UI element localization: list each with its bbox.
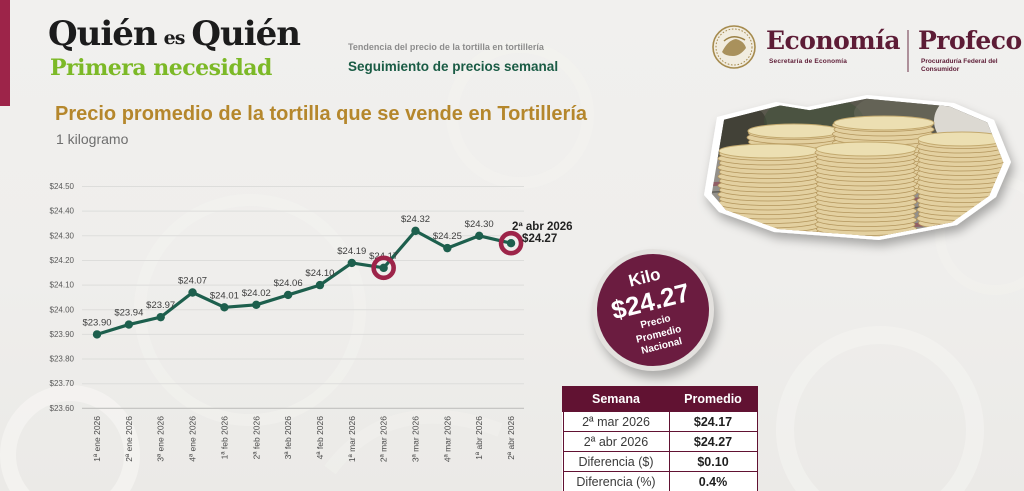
comparison-table: Semana Promedio 2ª mar 2026 $24.17 2ª abr … xyxy=(562,386,758,491)
brand-logo: Quién es Quién xyxy=(48,14,301,54)
economia-wordmark: Economía xyxy=(766,26,900,55)
table-cell-label: Diferencia ($) xyxy=(562,451,670,472)
data-point xyxy=(283,290,293,300)
economia-subtext: Secretaría de Economía xyxy=(769,58,848,65)
point-label: $24.01 xyxy=(210,290,239,301)
y-tick-label: $24.40 xyxy=(50,207,75,216)
y-tick-label: $24.10 xyxy=(50,281,75,290)
chart-unit-label: 1 kilogramo xyxy=(56,131,129,147)
data-point xyxy=(92,330,102,339)
data-point xyxy=(124,320,134,329)
tortilla-stack-top xyxy=(747,123,841,139)
x-tick-label: 2ª abr 2026 xyxy=(506,416,516,460)
table-cell-label: 2ª abr 2026 xyxy=(562,431,670,452)
brand-subtitle: Primera necesidad xyxy=(50,55,272,81)
table-cell-value: $24.17 xyxy=(668,410,758,432)
end-annotation-price: $24.27 xyxy=(522,233,557,245)
highlight-ring xyxy=(498,230,524,256)
x-tick-label: 1ª ene 2026 xyxy=(92,416,102,462)
point-label: $23.94 xyxy=(114,308,143,319)
profeco-subtext: Procuraduría Federal del Consumidor xyxy=(921,58,998,73)
tagline-small: Tendencia del precio de la tortilla en t… xyxy=(348,42,544,52)
table-cell-label: Diferencia (%) xyxy=(562,471,670,491)
y-tick-label: $23.80 xyxy=(50,355,75,364)
y-tick-label: $24.50 xyxy=(50,182,75,191)
y-tick-label: $23.90 xyxy=(50,330,75,339)
tortilla-photo xyxy=(704,95,1011,240)
y-tick-label: $24.00 xyxy=(50,305,75,314)
x-tick-label: 3ª feb 2026 xyxy=(283,416,293,460)
tortilla-stack-top xyxy=(815,141,917,157)
point-label: $24.02 xyxy=(242,288,271,299)
table-cell-value: $0.10 xyxy=(668,451,758,472)
data-point xyxy=(475,231,484,240)
table-row: Diferencia ($) $0.10 xyxy=(562,451,758,472)
x-tick-label: 4ª mar 2026 xyxy=(442,416,452,462)
chart-title: Precio promedio de la tortilla que se ve… xyxy=(55,103,587,125)
y-tick-label: $24.30 xyxy=(50,231,75,240)
profeco-wordmark: Profeco xyxy=(918,26,1022,55)
x-tick-label: 4ª ene 2026 xyxy=(188,416,198,462)
data-point xyxy=(315,280,325,290)
point-label: $24.32 xyxy=(401,214,430,225)
logo-divider xyxy=(907,30,909,72)
y-tick-label: $23.70 xyxy=(50,379,75,388)
table-row: Diferencia (%) 0.4% xyxy=(562,471,758,491)
data-point xyxy=(443,243,452,253)
data-point xyxy=(156,312,165,322)
national-average-badge: Kilo $24.27 Precio Promedio Nacional xyxy=(592,249,714,371)
x-tick-label: 2ª feb 2026 xyxy=(251,416,261,460)
point-label: $23.97 xyxy=(146,300,175,311)
price-line xyxy=(95,229,513,336)
point-label: $24.10 xyxy=(305,268,334,279)
table-row: 2ª mar 2026 $24.17 xyxy=(562,410,758,432)
table-header-promedio: Promedio xyxy=(668,386,758,412)
price-line-chart: $23.60$23.70$23.80$23.90$24.00$24.10$24.… xyxy=(50,182,573,462)
table-cell-value: $24.27 xyxy=(668,431,758,452)
data-point xyxy=(379,263,388,273)
brand-word: Quién xyxy=(48,14,158,54)
point-label: $24.07 xyxy=(178,275,207,286)
left-accent-bar xyxy=(0,0,10,106)
data-point xyxy=(506,238,516,248)
brand-word-es: es xyxy=(163,27,186,49)
data-point xyxy=(188,288,197,297)
tortilla-stack-top xyxy=(917,131,1004,147)
data-point xyxy=(411,226,420,236)
point-label: $24.25 xyxy=(433,231,462,242)
data-point xyxy=(347,258,356,268)
table-header-semana: Semana xyxy=(562,386,670,412)
x-tick-label: 3ª ene 2026 xyxy=(156,416,166,462)
table-cell-label: 2ª mar 2026 xyxy=(562,410,670,432)
y-tick-label: $24.20 xyxy=(50,256,75,265)
table-cell-value: 0.4% xyxy=(668,471,758,491)
data-point xyxy=(220,303,229,312)
end-annotation-date: 2ª abr 2026 xyxy=(512,221,573,233)
table-row: 2ª abr 2026 $24.27 xyxy=(562,431,758,452)
tortilla-stack-top xyxy=(718,143,820,159)
x-tick-label: 3ª mar 2026 xyxy=(411,416,421,462)
national-seal-icon xyxy=(712,25,756,69)
x-tick-label: 2ª ene 2026 xyxy=(124,416,134,462)
table-header-row: Semana Promedio xyxy=(562,386,758,412)
point-label: $24.06 xyxy=(274,278,303,289)
point-label: $24.30 xyxy=(465,219,494,230)
point-label: $24.19 xyxy=(337,246,366,257)
x-tick-label: 1ª mar 2026 xyxy=(347,416,357,462)
tagline-main: Seguimiento de precios semanal xyxy=(348,59,559,74)
x-tick-label: 4ª feb 2026 xyxy=(315,416,325,460)
x-tick-label: 1ª abr 2026 xyxy=(474,416,484,460)
data-point xyxy=(252,300,261,310)
brand-word: Quién xyxy=(191,14,301,54)
y-tick-label: $23.60 xyxy=(50,404,75,413)
x-tick-label: 2ª mar 2026 xyxy=(379,416,389,462)
highlight-ring xyxy=(371,255,396,281)
badge-content: Kilo $24.27 Precio Promedio Nacional xyxy=(604,259,702,361)
point-label: $23.90 xyxy=(82,317,111,328)
x-tick-label: 1ª feb 2026 xyxy=(219,416,229,460)
tortilla-stack-top xyxy=(833,115,935,131)
